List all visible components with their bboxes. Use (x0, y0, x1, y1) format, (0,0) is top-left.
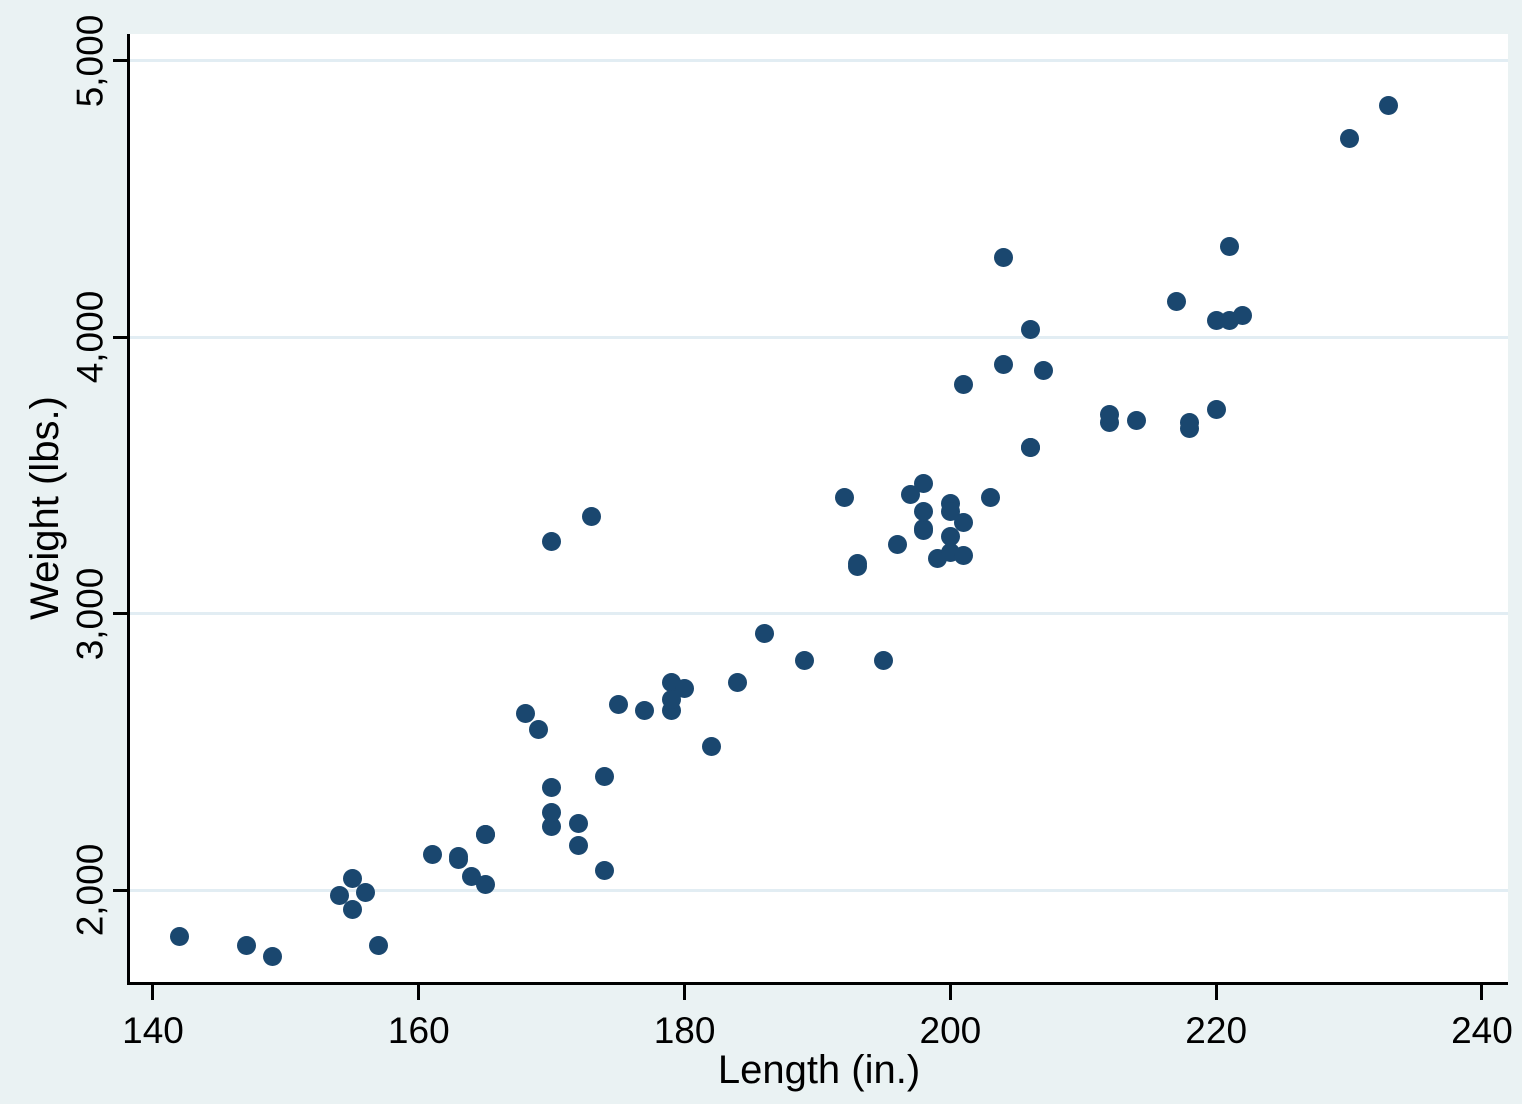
data-point (422, 844, 442, 864)
data-point (834, 488, 854, 508)
plot-area (130, 34, 1508, 982)
y-tick-mark (113, 335, 130, 339)
data-point (542, 778, 562, 798)
data-point (568, 814, 588, 834)
data-point (1233, 305, 1253, 325)
data-point (754, 623, 774, 643)
x-tick-label: 200 (919, 1010, 982, 1051)
data-point (900, 485, 920, 505)
data-point (595, 767, 615, 787)
data-point (994, 355, 1014, 375)
data-point (914, 474, 934, 494)
data-point (1126, 410, 1146, 430)
data-point (542, 803, 562, 823)
data-point (263, 946, 283, 966)
data-point (914, 501, 934, 521)
data-point (1180, 413, 1200, 433)
x-tick-mark (1480, 985, 1484, 1000)
data-point (1379, 95, 1399, 115)
data-point (701, 736, 721, 756)
data-point (874, 651, 894, 671)
data-point (1206, 399, 1226, 419)
data-point (342, 869, 362, 889)
data-point (635, 700, 655, 720)
data-point (1166, 291, 1186, 311)
x-tick-label: 160 (387, 1010, 450, 1051)
x-tick-mark (948, 985, 952, 1000)
y-tick-label: 4,000 (69, 291, 111, 384)
x-tick-label: 140 (122, 1010, 184, 1051)
data-point (914, 521, 934, 541)
data-point (1339, 128, 1359, 148)
y-tick-mark (113, 612, 130, 616)
data-point (994, 247, 1014, 267)
x-tick-label: 180 (653, 1010, 716, 1051)
data-point (1020, 319, 1040, 339)
data-point (661, 689, 681, 709)
y-axis-line (127, 34, 130, 985)
x-tick-mark (417, 985, 421, 1000)
data-point (475, 825, 495, 845)
data-point (449, 847, 469, 867)
data-point (728, 673, 748, 693)
x-axis-line (127, 982, 1508, 985)
data-point (595, 861, 615, 881)
y-tick-label: 3,000 (69, 567, 111, 660)
data-point (356, 883, 376, 903)
data-point (582, 507, 602, 527)
x-tick-label: 220 (1185, 1010, 1248, 1051)
data-point (887, 535, 907, 555)
x-tick-mark (683, 985, 687, 1000)
data-point (675, 678, 695, 698)
y-axis-title: Weight (lbs.) (23, 396, 67, 620)
x-tick-mark (151, 985, 155, 1000)
data-point (954, 546, 974, 566)
data-point (475, 874, 495, 894)
y-gridline (130, 59, 1508, 63)
data-point (342, 899, 362, 919)
y-gridline (130, 888, 1508, 892)
data-point (542, 532, 562, 552)
data-point (236, 935, 256, 955)
data-point (329, 886, 349, 906)
data-point (980, 488, 1000, 508)
data-point (568, 836, 588, 856)
data-point (847, 557, 867, 577)
y-tick-label: 5,000 (69, 14, 111, 108)
data-point (954, 512, 974, 532)
y-gridline (130, 335, 1508, 339)
data-point (515, 703, 535, 723)
data-point (542, 816, 562, 836)
data-point (1100, 405, 1120, 425)
data-point (369, 935, 389, 955)
y-tick-mark (113, 888, 130, 892)
x-tick-label: 240 (1451, 1010, 1513, 1051)
data-point (1219, 236, 1239, 256)
data-point (1020, 438, 1040, 458)
data-point (528, 720, 548, 740)
y-tick-mark (113, 59, 130, 63)
data-point (794, 651, 814, 671)
data-point (940, 526, 960, 546)
data-point (954, 374, 974, 394)
data-point (608, 695, 628, 715)
x-axis-title: Length (in.) (717, 1048, 921, 1092)
y-gridline (130, 612, 1508, 616)
x-tick-mark (1214, 985, 1218, 1000)
data-point (1033, 360, 1053, 380)
y-tick-label: 2,000 (69, 843, 111, 937)
data-point (170, 927, 190, 947)
